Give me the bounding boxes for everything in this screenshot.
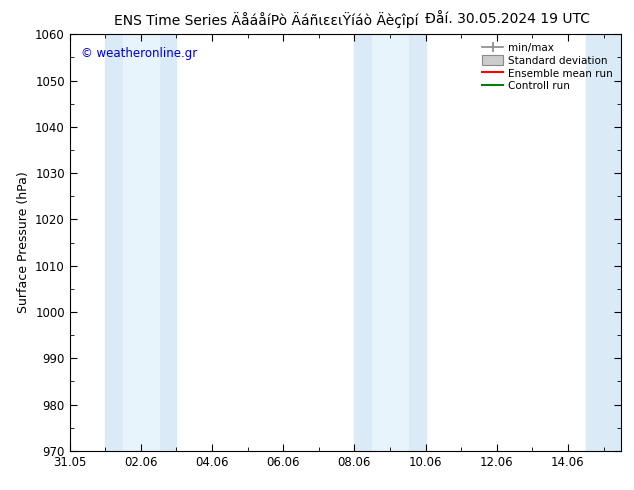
Bar <box>105 34 176 451</box>
Bar <box>354 34 425 451</box>
Bar <box>586 34 625 451</box>
Y-axis label: Surface Pressure (hPa): Surface Pressure (hPa) <box>16 172 30 314</box>
Bar <box>372 34 408 451</box>
Legend: min/max, Standard deviation, Ensemble mean run, Controll run: min/max, Standard deviation, Ensemble me… <box>479 40 616 95</box>
Text: ENS Time Series ÄåáåíPò ÄáñιεειŸíáò Äèçîpí: ENS Time Series ÄåáåíPò ÄáñιεειŸíáò Äèçî… <box>114 12 418 28</box>
Text: © weatheronline.gr: © weatheronline.gr <box>81 47 197 60</box>
Bar <box>123 34 158 451</box>
Text: Ðåí. 30.05.2024 19 UTC: Ðåí. 30.05.2024 19 UTC <box>425 12 590 26</box>
